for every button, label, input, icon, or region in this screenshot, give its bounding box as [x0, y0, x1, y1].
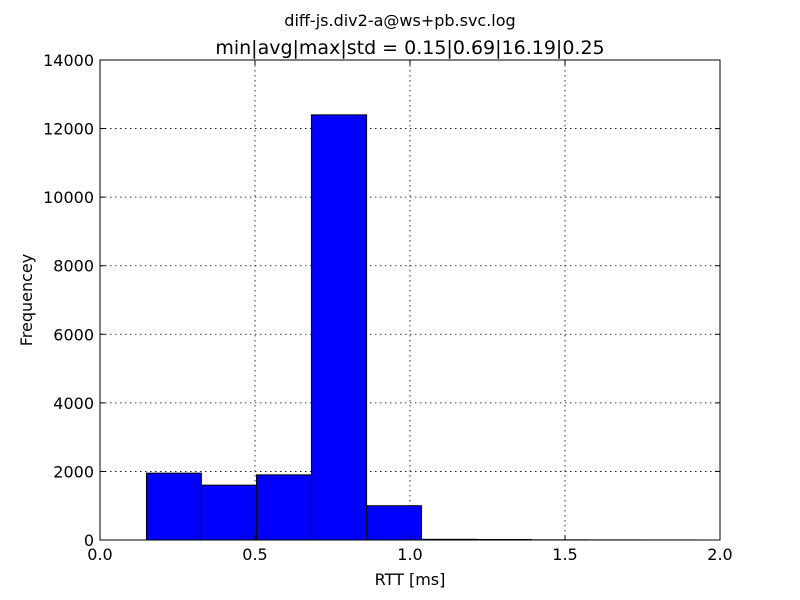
axis-ticks: 0.0 0.5 1.0 1.5 2.0 0 2000 4000 6000 8000 10000 120… [43, 51, 733, 564]
histogram-bar [366, 505, 422, 541]
y-tick-label: 10000 [43, 188, 94, 207]
histogram-bar [256, 474, 312, 541]
x-tick-label: 1.0 [397, 545, 422, 564]
x-axis-label: RTT [ms] [375, 570, 446, 589]
y-axis-label: Frequencey [17, 254, 36, 347]
histogram-bar [200, 484, 258, 541]
histogram-bars [146, 114, 698, 541]
grid-lines [99, 59, 721, 541]
y-tick-label: 6000 [53, 325, 94, 344]
chart-title: min|avg|max|std = 0.15|0.69|16.19|0.25 [215, 37, 604, 59]
x-tick-label: 2.0 [707, 545, 732, 564]
y-tick-label: 2000 [53, 462, 94, 481]
y-tick-label: 14000 [43, 51, 94, 70]
x-tick-label: 0.5 [242, 545, 267, 564]
x-tick-label: 0.0 [87, 545, 112, 564]
histogram-bar [310, 114, 368, 541]
y-tick-label: 4000 [53, 394, 94, 413]
y-tick-label: 8000 [53, 257, 94, 276]
x-tick-label: 1.5 [552, 545, 577, 564]
y-tick-label: 0 [84, 531, 94, 550]
plot-frame [99, 59, 721, 541]
histogram-bar [146, 472, 202, 541]
y-tick-label: 12000 [43, 120, 94, 139]
chart-suptitle: diff-js.div2-a@ws+pb.svc.log [284, 11, 515, 30]
